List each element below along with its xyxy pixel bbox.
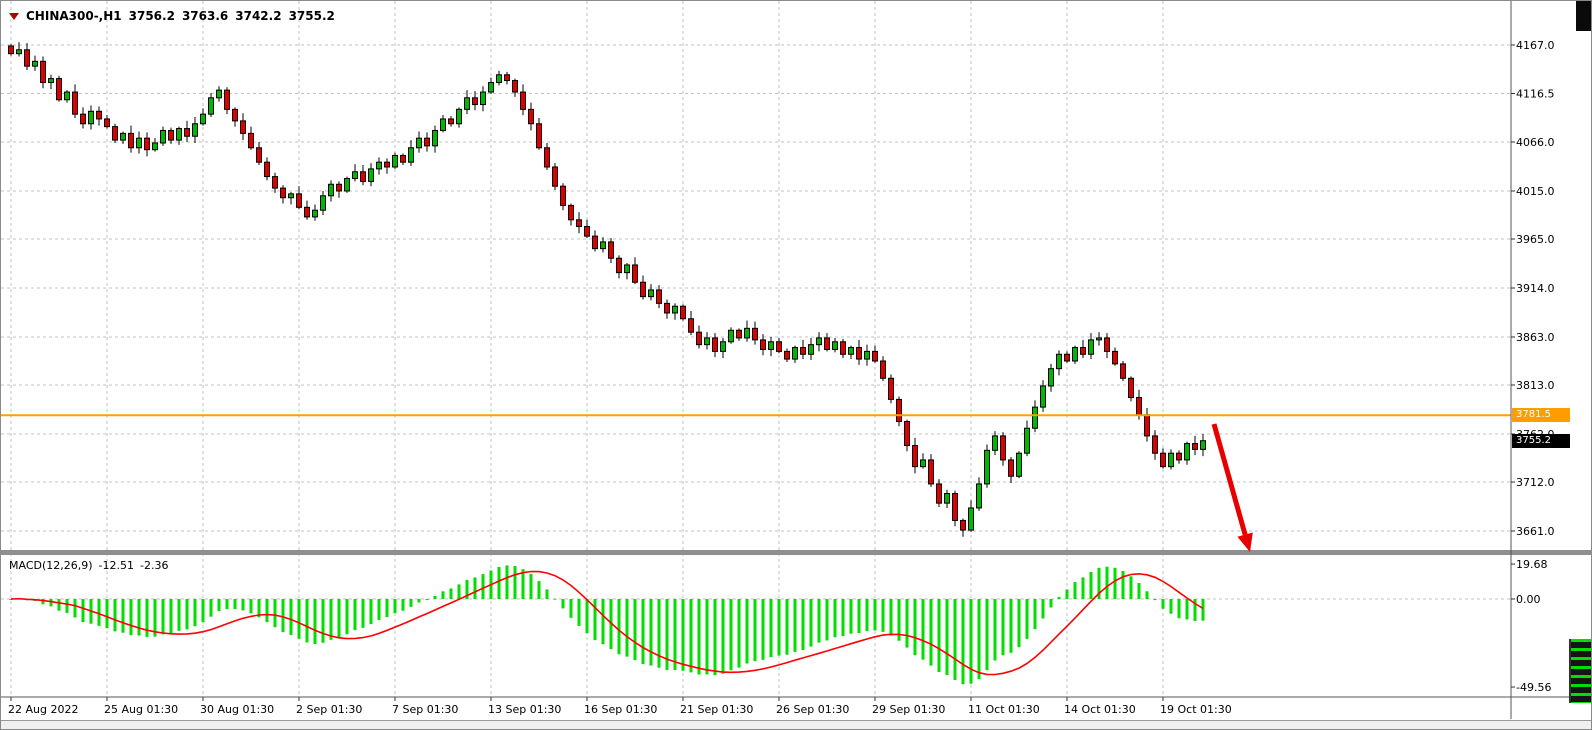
svg-text:3661.0: 3661.0	[1516, 525, 1555, 538]
svg-text:30 Aug 01:30: 30 Aug 01:30	[200, 703, 274, 716]
macd-histogram-layer	[9, 565, 1205, 685]
svg-text:13 Sep 01:30: 13 Sep 01:30	[488, 703, 561, 716]
svg-text:3965.0: 3965.0	[1516, 233, 1555, 246]
window-bottom-edge	[1, 720, 1591, 729]
symbol-label: CHINA300-,H1	[26, 9, 122, 23]
svg-text:22 Aug 2022: 22 Aug 2022	[8, 703, 78, 716]
svg-text:0.00: 0.00	[1516, 593, 1541, 606]
macd-signal-layer	[10, 570, 1204, 676]
svg-text:2 Sep 01:30: 2 Sep 01:30	[296, 703, 362, 716]
svg-text:3712.0: 3712.0	[1516, 476, 1555, 489]
svg-text:4066.0: 4066.0	[1516, 136, 1555, 149]
macd-value: -12.51	[98, 559, 135, 572]
axis-labels-layer: 4167.0 4116.5 4066.0 4015.0 3965.0 3914.0 3863…	[8, 39, 1555, 716]
svg-text:7 Sep 01:30: 7 Sep 01:30	[392, 703, 458, 716]
panel-splitter[interactable]	[1, 550, 1592, 555]
scrollbar-fragment[interactable]	[1576, 1, 1591, 31]
trend-arrow	[1211, 423, 1253, 552]
svg-text:4116.5: 4116.5	[1516, 88, 1555, 101]
svg-text:3863.0: 3863.0	[1516, 331, 1555, 344]
svg-text:25 Aug 01:30: 25 Aug 01:30	[104, 703, 178, 716]
svg-text:-49.56: -49.56	[1516, 681, 1551, 694]
svg-text:14 Oct 01:30: 14 Oct 01:30	[1064, 703, 1136, 716]
macd-label: MACD(12,26,9)	[9, 559, 93, 572]
current-price-badge: 3755.2	[1512, 433, 1570, 448]
ohlc-open: 3756.2	[128, 9, 175, 23]
svg-text:29 Sep 01:30: 29 Sep 01:30	[872, 703, 945, 716]
svg-text:4167.0: 4167.0	[1516, 39, 1555, 52]
svg-text:4015.0: 4015.0	[1516, 185, 1555, 198]
svg-text:3813.0: 3813.0	[1516, 379, 1555, 392]
svg-text:19 Oct 01:30: 19 Oct 01:30	[1160, 703, 1232, 716]
grid-layer	[1, 1, 1511, 697]
candles-layer[interactable]	[8, 42, 1206, 537]
svg-text:19.68: 19.68	[1516, 558, 1548, 571]
macd-header: MACD(12,26,9) -12.51 -2.36	[9, 559, 168, 572]
ohlc-close: 3755.2	[288, 9, 335, 23]
symbol-marker-icon	[9, 12, 19, 20]
background-window-fragment	[1569, 639, 1591, 703]
macd-signal-line	[10, 570, 1204, 676]
ohlc-low: 3742.2	[235, 9, 282, 23]
alert-price-badge[interactable]: 3781.5	[1512, 408, 1570, 423]
svg-text:21 Sep 01:30: 21 Sep 01:30	[680, 703, 753, 716]
svg-text:11 Oct 01:30: 11 Oct 01:30	[968, 703, 1040, 716]
svg-text:26 Sep 01:30: 26 Sep 01:30	[776, 703, 849, 716]
svg-text:3914.0: 3914.0	[1516, 282, 1555, 295]
ohlc-high: 3763.6	[181, 9, 229, 23]
svg-text:16 Sep 01:30: 16 Sep 01:30	[584, 703, 657, 716]
macd-signal-value: -2.36	[140, 559, 169, 572]
symbol-header: CHINA300-,H1 3756.2 3763.6 3742.2 3755.2	[9, 9, 335, 23]
